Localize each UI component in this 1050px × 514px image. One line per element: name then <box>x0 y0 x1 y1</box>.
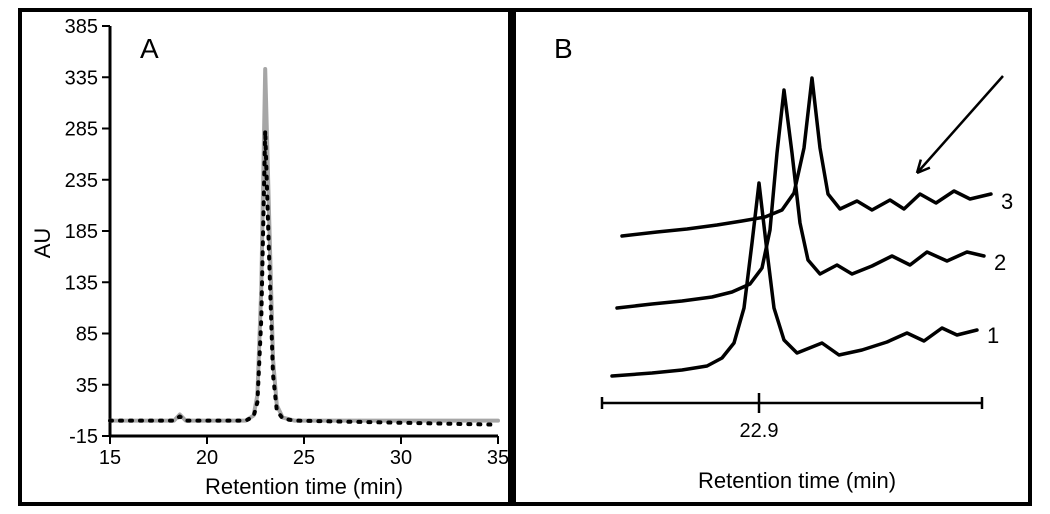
y-tick-label: -15 <box>69 426 98 448</box>
panel-b-xlabel: Retention time (min) <box>698 468 896 493</box>
trace1 <box>612 183 977 376</box>
panel-a: -15 35 85 135 185 235 285 335 385 15 20 25 30 35 A AU… <box>18 8 512 506</box>
y-tick-label: 85 <box>76 324 98 346</box>
y-tick-label: 235 <box>65 170 98 192</box>
trace3-label: 3 <box>1001 189 1013 214</box>
chart-a: -15 35 85 135 185 235 285 335 385 15 20 25 30 35 A AU… <box>18 8 512 506</box>
panel-a-label: A <box>140 33 159 64</box>
series-dotted-black <box>110 131 498 425</box>
x-tick-label: 35 <box>487 447 509 469</box>
panel-a-xlabel: Retention time (min) <box>205 474 403 499</box>
series-solid-gray <box>110 69 498 421</box>
x-tick-label: 30 <box>390 447 412 469</box>
arrow-icon <box>917 76 1003 173</box>
y-tick-label: 285 <box>65 119 98 141</box>
x-tick-label: 15 <box>99 447 121 469</box>
x-tick-label: 20 <box>196 447 218 469</box>
trace3 <box>622 78 991 236</box>
x-axis-tick-label: 22.9 <box>740 420 779 442</box>
y-tick-label: 35 <box>76 375 98 397</box>
chart-b: 1 2 3 22.9 B Retention time (min) <box>512 8 1032 506</box>
y-tick-label: 135 <box>65 272 98 294</box>
trace2-label: 2 <box>994 250 1006 275</box>
y-tick-label: 385 <box>65 16 98 38</box>
arrow-line <box>917 76 1003 173</box>
y-tick-label: 185 <box>65 221 98 243</box>
figure: -15 35 85 135 185 235 285 335 385 15 20 25 30 35 A AU… <box>0 0 1050 514</box>
panel-b: 1 2 3 22.9 B Retention time (min) <box>512 8 1032 506</box>
panel-b-label: B <box>554 33 573 64</box>
x-tick-label: 25 <box>293 447 315 469</box>
trace1-label: 1 <box>987 323 999 348</box>
y-tick-label: 335 <box>65 67 98 89</box>
panel-a-ylabel: AU <box>30 228 55 259</box>
